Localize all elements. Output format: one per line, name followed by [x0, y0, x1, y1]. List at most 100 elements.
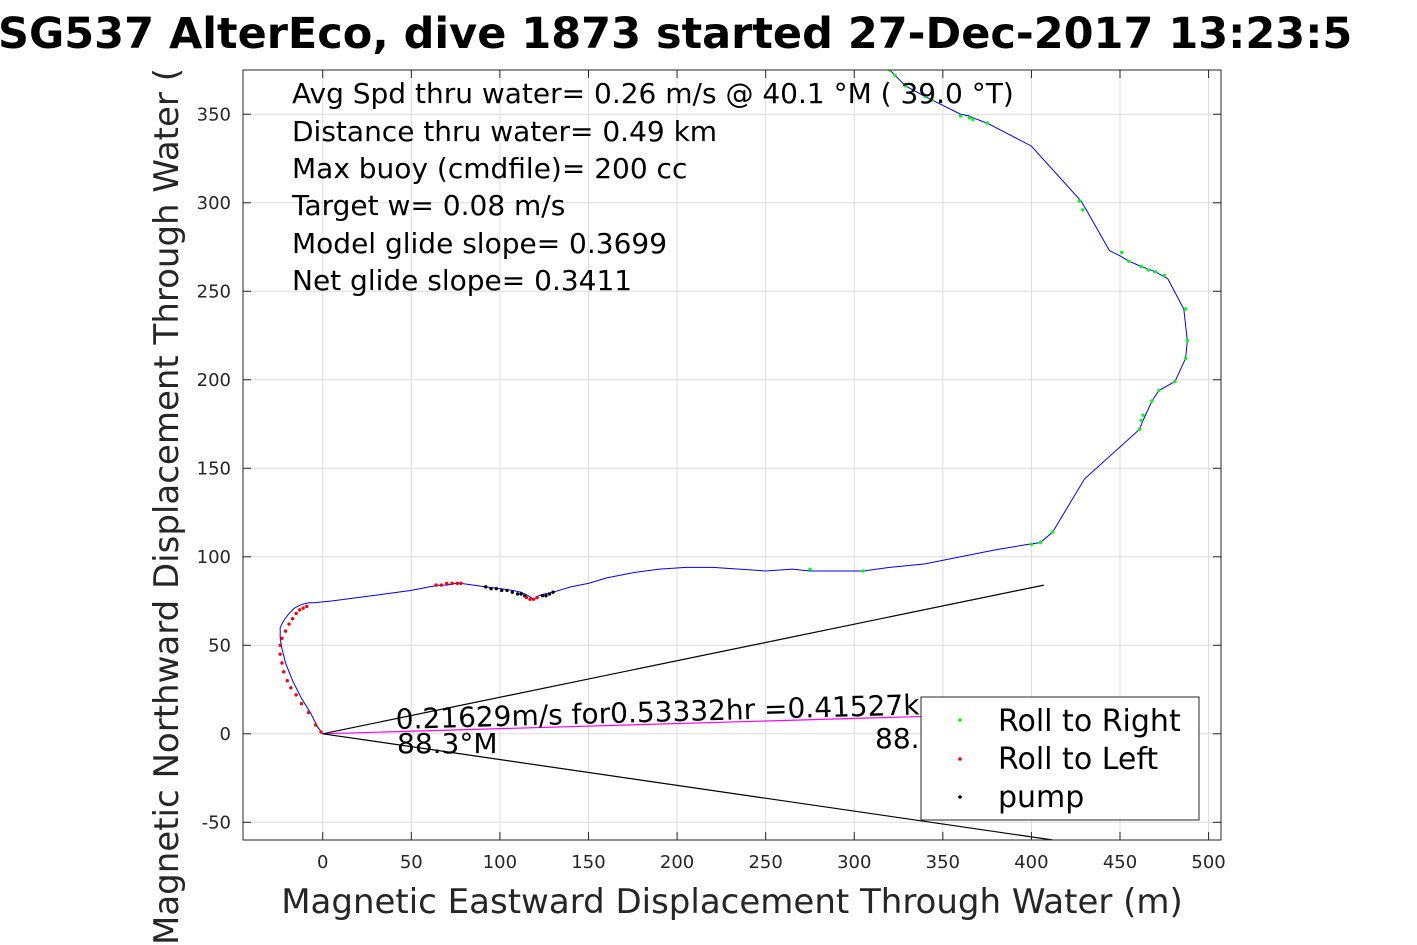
point-pump: [499, 588, 504, 593]
cone-lower: [322, 733, 1053, 840]
x-axis-label: Magnetic Eastward Displacement Through W…: [281, 882, 1183, 922]
x-tick-label: 0: [317, 852, 328, 873]
point-roll-to-left: [535, 595, 539, 600]
point-pump: [510, 590, 515, 594]
y-tick-label: 150: [197, 458, 231, 479]
point-roll-to-right: [1029, 542, 1034, 547]
point-roll-to-right: [1139, 264, 1143, 269]
y-tick-label: 300: [197, 193, 231, 214]
point-roll-to-right: [1127, 259, 1131, 263]
point-roll-to-left: [280, 636, 284, 640]
point-pump: [484, 585, 488, 589]
legend-label-roll-left: Roll to Left: [998, 742, 1158, 777]
point-roll-to-left: [280, 661, 284, 665]
x-tick-label: 50: [400, 852, 423, 873]
legend-label-pump: pump: [998, 780, 1084, 815]
point-roll-to-right: [1077, 199, 1081, 203]
point-roll-to-left: [450, 581, 454, 586]
point-roll-to-left: [283, 629, 288, 633]
x-tick-label: 350: [926, 852, 960, 873]
point-roll-to-right: [1141, 413, 1145, 417]
point-roll-to-right: [1081, 208, 1085, 212]
point-roll-to-left: [282, 670, 286, 674]
x-tick-label: 450: [1103, 852, 1137, 873]
point-roll-to-left: [313, 723, 318, 727]
vector-heading-label: 88.3°M: [397, 727, 498, 760]
point-roll-to-right: [1150, 399, 1154, 403]
annotation-max-buoy: Max buoy (cmdfile)= 200 cc: [292, 152, 687, 185]
point-roll-to-left: [278, 652, 282, 656]
point-roll-to-left: [319, 730, 323, 734]
legend-box: [920, 696, 1200, 821]
y-axis-label: Magnetic Northward Displacement Through …: [147, 68, 187, 945]
point-roll-to-right: [1157, 388, 1161, 393]
point-roll-to-left: [287, 622, 291, 626]
y-tick-label: 0: [220, 724, 231, 745]
point-pump: [544, 594, 548, 598]
point-roll-to-left: [299, 702, 304, 706]
point-pump: [505, 588, 509, 593]
point-roll-to-left: [294, 611, 298, 616]
point-roll-to-left: [459, 581, 463, 586]
point-roll-to-right: [1153, 270, 1158, 274]
point-roll-to-left: [528, 597, 532, 601]
x-tick-label: 150: [571, 852, 605, 873]
point-roll-to-left: [297, 608, 302, 612]
x-tick-label: 200: [660, 852, 694, 873]
annotation-distance: Distance thru water= 0.49 km: [292, 115, 717, 148]
y-tick-label: -50: [202, 812, 231, 833]
data-layer: [278, 70, 1190, 840]
point-roll-to-left: [455, 581, 460, 586]
point-roll-to-left: [434, 583, 438, 587]
annotation-target-w: Target w= 0.08 m/s: [291, 189, 565, 222]
legend-label-roll-right: Roll to Right: [998, 704, 1181, 739]
point-pump: [489, 586, 493, 591]
point-roll-to-left: [445, 581, 449, 586]
legend-marker-roll-right: [958, 718, 962, 722]
point-pump: [547, 592, 552, 596]
grid: [243, 70, 1221, 840]
point-roll-to-right: [1162, 273, 1167, 278]
point-roll-to-left: [290, 617, 295, 621]
y-tick-label: 350: [197, 104, 231, 125]
annotation-avg-speed: Avg Spd thru water= 0.26 m/s @ 40.1 °M (…: [292, 77, 1014, 110]
chart-title: SG537 AlterEco, dive 1873 started 27-Dec…: [0, 9, 1352, 59]
point-pump: [519, 592, 523, 596]
x-tick-label: 300: [837, 852, 871, 873]
ticks: 0 50 100 150 200 250 300 350 400 450 500 -50 0 50 100 1…: [197, 70, 1226, 873]
point-pump: [515, 592, 520, 596]
point-roll-to-left: [439, 583, 444, 587]
point-roll-to-right: [1183, 356, 1188, 361]
point-pump: [551, 590, 555, 594]
point-roll-to-right: [967, 116, 972, 120]
x-tick-label: 250: [748, 852, 782, 873]
point-roll-to-right: [1173, 379, 1177, 384]
point-roll-to-right: [1183, 307, 1188, 311]
legend-marker-roll-left: [958, 757, 962, 761]
point-roll-to-right: [1139, 418, 1143, 423]
point-roll-to-right: [1050, 530, 1055, 534]
legend: Roll to Right Roll to Left pump: [920, 696, 1200, 821]
point-roll-to-right: [903, 84, 908, 88]
cone-upper: [322, 584, 1044, 735]
point-roll-to-right: [1120, 250, 1124, 255]
legend-marker-pump: [958, 795, 962, 799]
point-roll-to-right: [1185, 339, 1190, 343]
x-tick-label: 400: [1014, 852, 1048, 873]
point-pump: [494, 586, 499, 591]
point-roll-to-left: [278, 643, 282, 647]
point-pump: [523, 594, 527, 598]
y-tick-label: 100: [197, 547, 231, 568]
track-line: [279, 70, 1188, 735]
point-pump: [540, 594, 545, 598]
y-tick-label: 200: [197, 370, 231, 391]
point-roll-to-right: [958, 114, 963, 118]
point-roll-to-right: [971, 117, 975, 122]
point-roll-to-right: [893, 73, 897, 78]
point-roll-to-left: [301, 606, 305, 610]
point-roll-to-left: [285, 678, 289, 683]
point-roll-to-right: [1137, 427, 1142, 432]
annotation-net-glide: Net glide slope= 0.3411: [292, 264, 632, 297]
y-tick-label: 50: [208, 635, 231, 656]
